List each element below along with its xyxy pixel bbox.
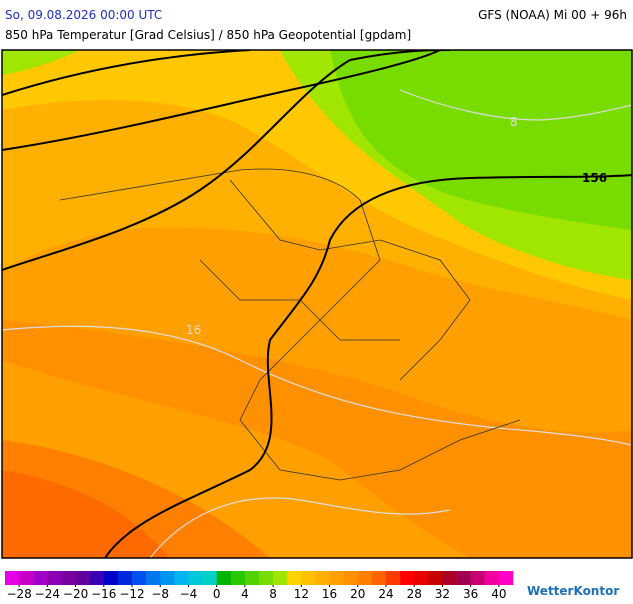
temp-field [330,50,632,230]
isohypse [2,50,451,271]
colorbar-swatch [33,571,48,585]
contour-label: 8 [510,115,518,129]
colorbar-tick-label: 24 [378,587,393,600]
colorbar-swatch [414,571,429,585]
colorbar-swatch [188,571,203,585]
border [229,179,471,381]
colorbar-swatch [456,571,471,585]
colorbar-tick-label: 40 [491,587,506,600]
colorbar-swatch [47,571,62,585]
temp-field [2,50,80,75]
colorbar: −28 −24 −20 −16 −12 −8 −4 0 4 8 12 16 20 24 28 32 36 40 [5,571,514,601]
colorbar-swatch [386,571,401,585]
colorbar-swatch [146,571,161,585]
colorbar-swatch [244,571,260,585]
colorbar-swatch [329,571,344,585]
colorbar-swatch [301,571,316,585]
colorbar-swatch [259,571,274,585]
colorbar-swatch [174,571,189,585]
colorbar-swatch [216,571,232,585]
colorbar-swatch [357,571,373,585]
colorbar-swatch [428,571,443,585]
colorbar-swatch [132,571,147,585]
colorbar-swatch [19,571,34,585]
colorbar-swatch [273,571,288,585]
colorbar-tick-label: 8 [269,587,277,600]
model-run: GFS (NOAA) Mi 00 + 96h [478,8,627,22]
colorbar-tick-label: 36 [463,587,478,600]
isohypse [104,174,632,558]
colorbar-swatch [75,571,90,585]
colorbar-swatch [371,571,387,585]
colorbar-tick-label: −28 [6,587,31,600]
temp-field [2,470,170,558]
map: 8 156 16 [1,49,633,559]
subtitle: 850 hPa Temperatur [Grad Celsius] / 850 … [5,28,411,42]
colorbar-tick-label: 32 [435,587,450,600]
colorbar-tick-label: −4 [180,587,198,600]
colorbar-swatch [470,571,486,585]
colorbar-swatch [61,571,76,585]
temp-field [2,320,632,558]
colorbar-swatch [230,571,246,585]
colorbar-swatch [5,571,20,585]
colorbar-swatch [484,571,500,585]
colorbar-swatch [103,571,119,585]
border [59,168,521,481]
datetime: So, 09.08.2026 00:00 UTC [5,8,162,22]
contour-label: 16 [186,323,201,337]
colorbar-tick-label: −8 [151,587,169,600]
colorbar-swatch [202,571,217,585]
colorbar-swatch [160,571,175,585]
logo: WetterKontor [527,584,619,598]
isotherm [399,89,632,121]
colorbar-swatch [442,571,457,585]
colorbar-tick-label: 16 [322,587,337,600]
colorbar-tick-label: −20 [63,587,88,600]
colorbar-tick-label: −16 [91,587,116,600]
colorbar-swatch [498,571,514,585]
colorbar-tick-label: −24 [35,587,60,600]
colorbar-tick-label: −12 [119,587,144,600]
colorbar-tick-label: 0 [213,587,221,600]
colorbar-swatch [89,571,105,585]
colorbar-tick-label: 12 [294,587,309,600]
isotherm [2,325,632,446]
colorbar-swatch [343,571,359,585]
colorbar-tick-label: 20 [350,587,365,600]
colorbar-swatch [287,571,302,585]
colorbar-tick-label: 4 [241,587,249,600]
isohypse [2,50,251,96]
contour-label: 156 [582,171,607,185]
isotherm [149,497,451,558]
colorbar-tick-label: 28 [407,587,422,600]
colorbar-swatch [400,571,415,585]
colorbar-swatch [117,571,133,585]
map-frame [1,49,633,559]
colorbar-swatch [315,571,330,585]
isohypse [2,50,441,151]
